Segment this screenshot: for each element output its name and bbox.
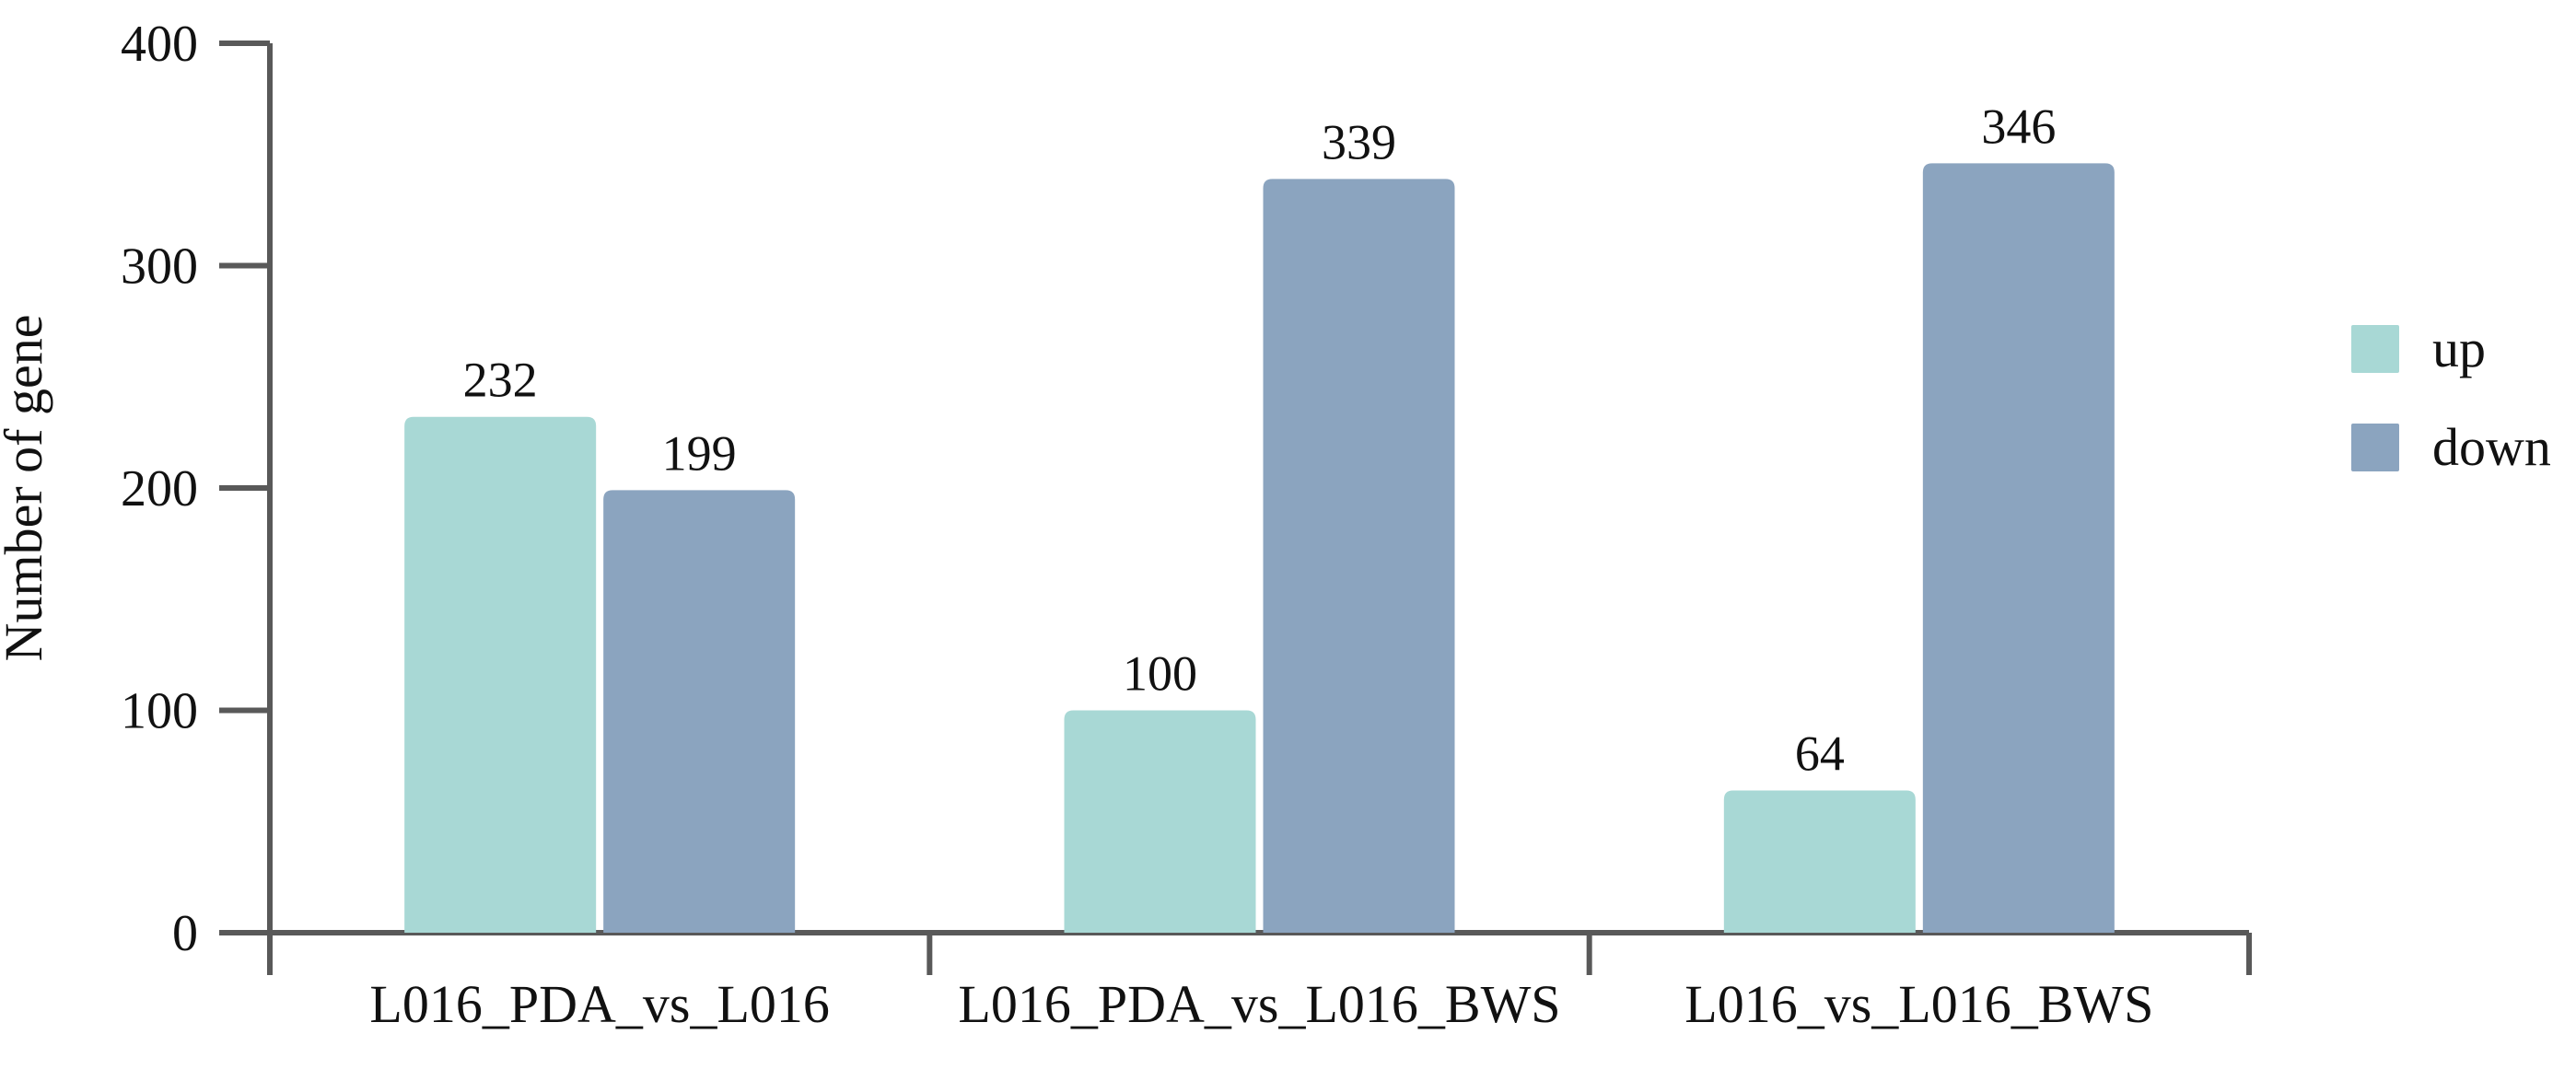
chart-legend: up down [2351, 322, 2551, 474]
y-tick-label: 0 [172, 905, 198, 962]
bar-value-label: 64 [1795, 726, 1845, 781]
bar-down-2 [1922, 163, 2115, 933]
legend-entry-down: down [2351, 421, 2551, 474]
bar-down-0 [603, 490, 796, 933]
y-tick-label: 200 [121, 460, 198, 517]
bar-up-0 [404, 416, 597, 934]
x-category-label: L016_PDA_vs_L016 [369, 974, 829, 1034]
legend-swatch-up-icon [2351, 325, 2399, 373]
bar-up-2 [1723, 790, 1916, 933]
bar-down-1 [1263, 179, 1455, 933]
y-tick-label: 400 [121, 16, 198, 73]
legend-swatch-down-icon [2351, 424, 2399, 471]
x-category-label: L016_PDA_vs_L016_BWS [958, 974, 1560, 1034]
x-category-label: L016_vs_L016_BWS [1684, 974, 2153, 1034]
bar-value-label: 199 [662, 425, 737, 481]
bar-up-1 [1064, 710, 1256, 933]
legend-entry-up: up [2351, 322, 2551, 376]
bar-value-label: 346 [1981, 99, 2056, 154]
y-tick-label: 300 [121, 238, 198, 296]
legend-label-up: up [2432, 319, 2486, 378]
bar-value-label: 339 [1322, 114, 1396, 169]
y-axis-title: Number of gene [0, 315, 53, 662]
bar-value-label: 232 [463, 353, 538, 408]
y-tick-label: 100 [121, 683, 198, 740]
bar-value-label: 100 [1123, 646, 1197, 702]
legend-label-down: down [2432, 417, 2551, 477]
